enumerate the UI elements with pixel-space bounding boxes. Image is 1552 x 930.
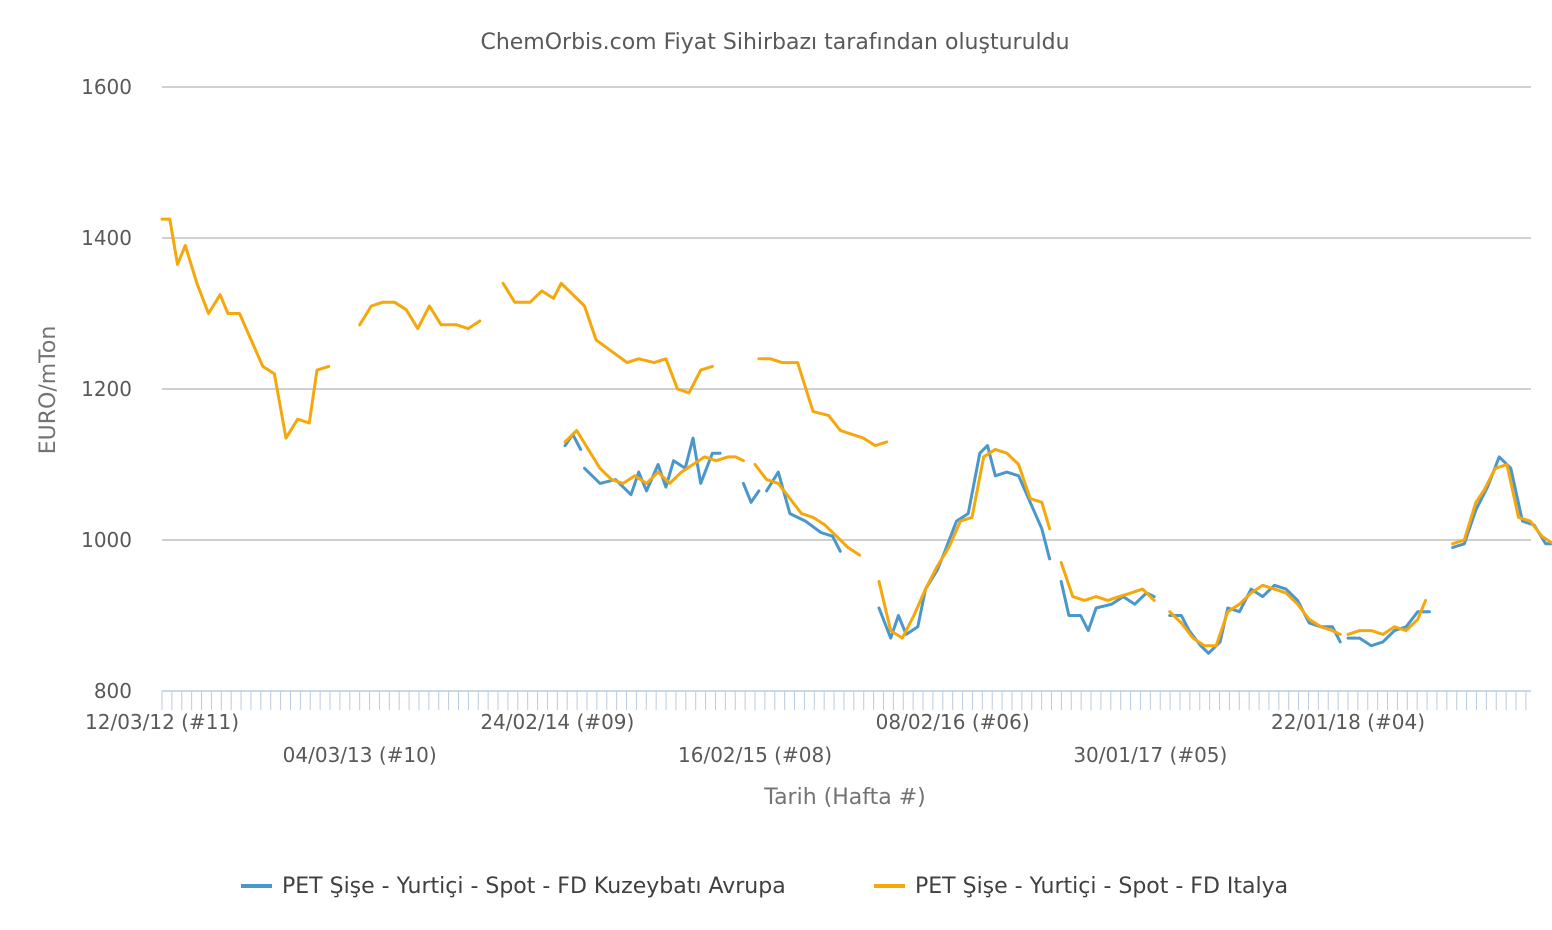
series-line-segment [1451, 463, 1552, 546]
x-tick-label: 16/02/15 (#08) [678, 743, 832, 767]
x-tick-label: 12/03/12 (#11) [85, 710, 239, 734]
x-tick-label: 08/02/16 (#06) [876, 710, 1030, 734]
y-tick-label: 1600 [81, 75, 132, 99]
y-tick-label: 1400 [81, 226, 132, 250]
series-line-segment [1346, 598, 1427, 636]
y-axis-ticks: 800 1000 1200 1400 1600 [81, 75, 132, 703]
series-line-segment [583, 436, 722, 497]
x-tick-label: 24/02/14 (#09) [480, 710, 634, 734]
series-line-segment [765, 470, 842, 553]
series-line-segment [501, 281, 714, 395]
y-tick-label: 1200 [81, 377, 132, 401]
x-tick-label: 22/01/18 (#04) [1271, 710, 1425, 734]
legend-item[interactable]: PET Şişe - Yurtiçi - Spot - FD Italya [874, 874, 1288, 899]
series-kuzeybati-avrupa [563, 432, 1552, 655]
series-line-segment [1059, 561, 1156, 602]
series-line-segment [1059, 580, 1156, 633]
legend-item[interactable]: PET Şişe - Yurtiçi - Spot - FD Kuzeybatı… [241, 874, 786, 899]
x-axis-title: Tarih (Hafta #) [763, 785, 925, 810]
series-line-segment [1168, 583, 1342, 655]
x-tick-label: 30/01/17 (#05) [1073, 743, 1227, 767]
series-line-segment [753, 463, 862, 557]
y-axis-title: EURO/mTon [36, 326, 61, 455]
series-line-segment [563, 429, 745, 485]
grid-lines [162, 86, 1531, 541]
series-line-segment [563, 432, 583, 451]
legend-label: PET Şişe - Yurtiçi - Spot - FD Italya [915, 874, 1288, 899]
series-line-segment [877, 444, 1052, 640]
x-tick-label: 04/03/13 (#10) [283, 743, 437, 767]
series-line-segment [877, 447, 1052, 640]
series-line-segment [160, 217, 331, 440]
x-axis: 12/03/12 (#11) 04/03/13 (#10) 24/02/14 (#0… [85, 690, 1531, 767]
series-line-segment [757, 357, 889, 448]
legend-label: PET Şişe - Yurtiçi - Spot - FD Kuzeybatı… [282, 874, 786, 899]
chart-title: ChemOrbis.com Fiyat Sihirbazı tarafından… [480, 30, 1069, 55]
series-italya [160, 217, 1552, 648]
series-line-segment [1346, 610, 1431, 648]
series-line-segment [358, 300, 482, 331]
series-lines [160, 217, 1552, 655]
y-tick-label: 1000 [81, 528, 132, 552]
y-tick-label: 800 [94, 679, 132, 703]
legend[interactable]: PET Şişe - Yurtiçi - Spot - FD Kuzeybatı… [241, 874, 1288, 899]
series-line-segment [1168, 583, 1342, 648]
series-line-segment [741, 481, 761, 504]
